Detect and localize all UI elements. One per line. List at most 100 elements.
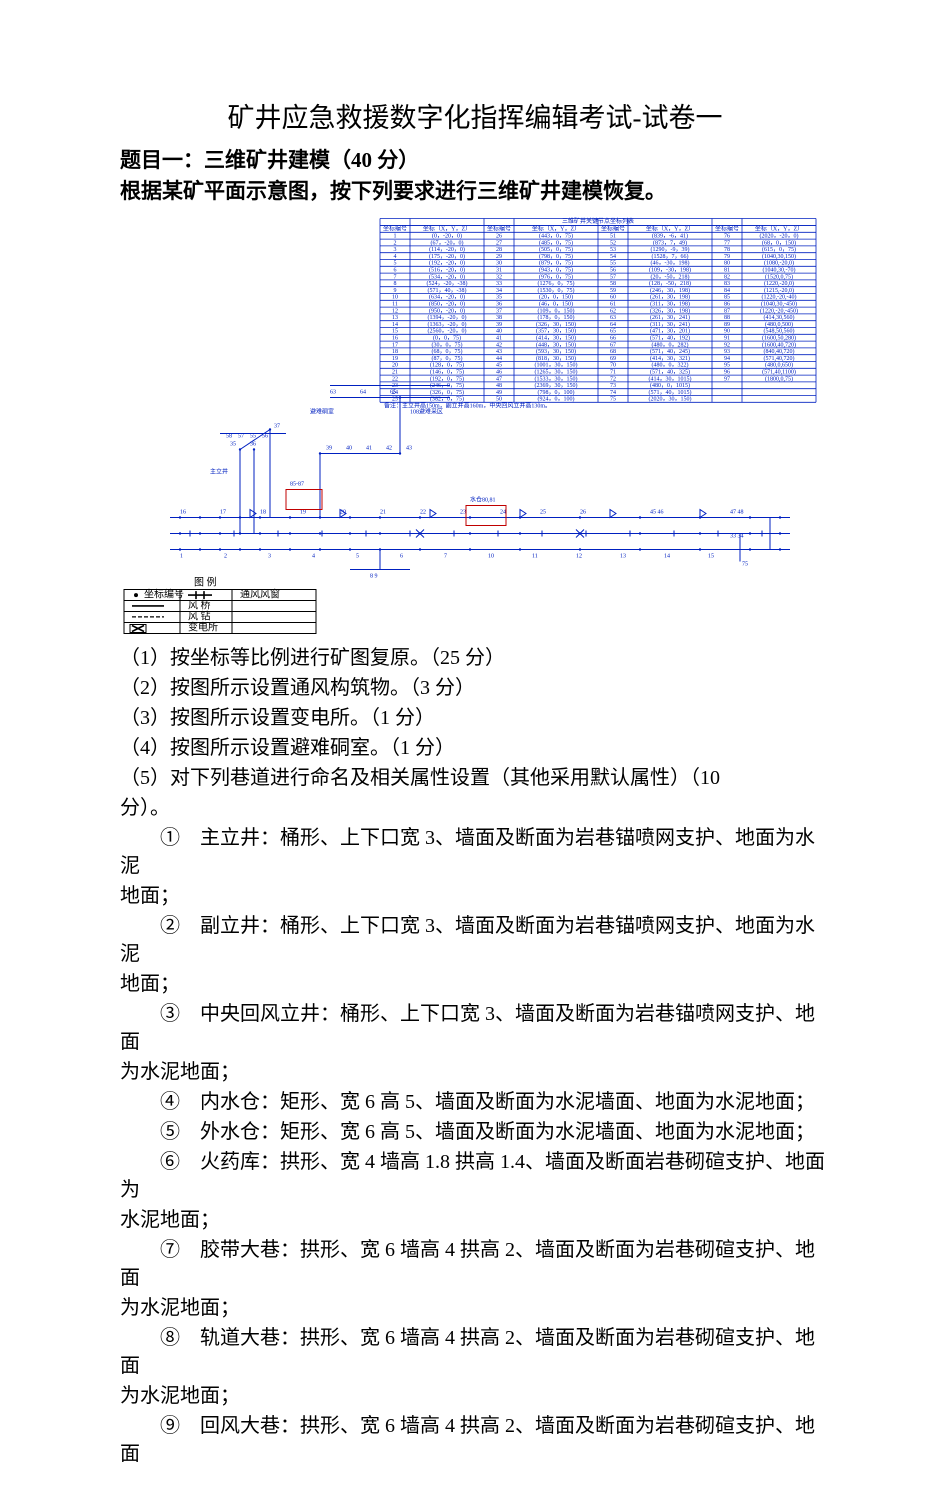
item-6: ⑥ 火药库：拱形、宽 4 墙高 1.8 拱高 1.4、墙面及断面岩巷砌碹支护、地… xyxy=(120,1148,830,1204)
svg-text:15: 15 xyxy=(708,553,714,559)
svg-text:21: 21 xyxy=(380,509,386,515)
svg-text:(839，-6，41): (839，-6，41) xyxy=(652,232,688,239)
subq-5-a: （5）对下列巷道进行命名及相关属性设置（其他采用默认属性）（10 xyxy=(120,764,830,792)
svg-text:(2020，-20，0): (2020，-20，0) xyxy=(760,232,799,239)
item-2: ② 副立井：桶形、上下口宽 3、墙面及断面为岩巷锚喷网支护、地面为水泥 xyxy=(120,912,830,968)
svg-text:14: 14 xyxy=(392,321,398,327)
svg-text:(2369，30，150): (2369，30，150) xyxy=(535,382,578,389)
subq-5-b: 分）。 xyxy=(120,794,830,822)
svg-text:(480,0,500): (480,0,500) xyxy=(765,320,793,327)
svg-text:(524，-20，-38): (524，-20，-38) xyxy=(427,280,468,287)
svg-text:48: 48 xyxy=(496,383,502,389)
svg-text:19: 19 xyxy=(300,509,306,515)
svg-text:60: 60 xyxy=(610,294,616,300)
svg-text:97: 97 xyxy=(724,376,730,382)
svg-text:85-87: 85-87 xyxy=(290,481,304,487)
svg-text:20: 20 xyxy=(392,362,398,368)
item-1: ① 主立井：桶形、上下口宽 3、墙面及断面为岩巷锚喷网支护、地面为水泥 xyxy=(120,824,830,880)
svg-text:(382，0，75): (382，0，75) xyxy=(430,395,464,402)
svg-text:47: 47 xyxy=(496,376,502,382)
svg-text:(798，0，100): (798，0，100) xyxy=(538,388,575,395)
svg-text:33 34: 33 34 xyxy=(730,533,744,539)
item-5: ⑤ 外水仓：矩形、宽 6 高 5、墙面及断面为水泥墙面、地面为水泥地面； xyxy=(120,1118,830,1146)
svg-text:39: 39 xyxy=(326,445,332,451)
svg-text:37: 37 xyxy=(274,423,280,429)
svg-text:45 46: 45 46 xyxy=(650,509,664,515)
svg-text:42: 42 xyxy=(386,445,392,451)
svg-text:避难硐室: 避难硐室 xyxy=(310,407,334,415)
svg-text:2: 2 xyxy=(224,553,227,559)
svg-text:13: 13 xyxy=(620,553,626,559)
svg-text:24: 24 xyxy=(500,509,506,515)
svg-text:(950，-20，0): (950，-20，0) xyxy=(429,307,465,314)
svg-text:(1040,30,-450): (1040,30,-450) xyxy=(761,300,797,307)
svg-text:7: 7 xyxy=(394,274,397,280)
svg-text:83: 83 xyxy=(724,281,730,287)
svg-text:41: 41 xyxy=(366,445,372,451)
svg-text:(1001，30，150): (1001，30，150) xyxy=(535,361,578,368)
svg-text:(1040,30,-70): (1040,30,-70) xyxy=(763,266,796,273)
svg-text:17: 17 xyxy=(392,342,398,348)
svg-text:10: 10 xyxy=(488,553,494,559)
svg-text:30: 30 xyxy=(496,260,502,266)
svg-text:12: 12 xyxy=(576,553,582,559)
svg-text:21: 21 xyxy=(392,369,398,375)
svg-text:(471，30，201): (471，30，201) xyxy=(650,327,690,334)
svg-text:(879，0，75): (879，0，75) xyxy=(539,259,573,266)
svg-text:64: 64 xyxy=(360,389,366,395)
question-instruction: 根据某矿平面示意图，按下列要求进行三维矿井建模恢复。 xyxy=(120,177,830,206)
svg-text:77: 77 xyxy=(724,240,730,246)
svg-text:4: 4 xyxy=(394,253,397,259)
svg-text:(128，-50，218): (128，-50，218) xyxy=(649,280,691,287)
svg-text:31: 31 xyxy=(496,267,502,273)
svg-text:10: 10 xyxy=(392,294,398,300)
svg-text:40: 40 xyxy=(496,328,502,334)
svg-text:(30，0，75): (30，0，75) xyxy=(432,341,463,348)
svg-text:(128，0，75): (128，0，75) xyxy=(430,361,464,368)
svg-text:50: 50 xyxy=(496,396,502,402)
svg-text:(192，-20，0): (192，-20，0) xyxy=(429,259,465,266)
svg-text:34: 34 xyxy=(496,287,502,293)
item-9: ⑨ 回风大巷：拱形、宽 6 墙高 4 拱高 2、墙面及断面为岩巷砌碹支护、地面 xyxy=(120,1412,830,1468)
svg-text:93: 93 xyxy=(724,349,730,355)
svg-text:58: 58 xyxy=(226,433,232,439)
svg-text:(571,40,720): (571,40,720) xyxy=(764,354,795,361)
svg-text:(46，0，150): (46，0，150) xyxy=(539,300,573,307)
svg-text:91: 91 xyxy=(724,335,730,341)
svg-text:12: 12 xyxy=(392,308,398,314)
svg-text:35: 35 xyxy=(496,294,502,300)
svg-text:39: 39 xyxy=(496,321,502,327)
svg-text:19: 19 xyxy=(392,355,398,361)
svg-text:(505，0，75): (505，0，75) xyxy=(539,246,573,253)
svg-text:2: 2 xyxy=(394,240,397,246)
svg-text:(0，0，75): (0，0，75) xyxy=(433,334,461,341)
svg-text:坐标编号: 坐标编号 xyxy=(144,587,184,600)
svg-text:28: 28 xyxy=(496,247,502,253)
item-7-cont: 为水泥地面； xyxy=(120,1294,830,1322)
svg-text:55: 55 xyxy=(610,260,616,266)
svg-text:风 钻: 风 钻 xyxy=(188,609,211,622)
svg-text:62: 62 xyxy=(610,308,616,314)
svg-text:8: 8 xyxy=(394,281,397,287)
svg-text:(414，30，150): (414，30，150) xyxy=(536,334,576,341)
svg-text:(1600,50,280): (1600,50,280) xyxy=(762,334,796,341)
svg-text:13: 13 xyxy=(392,315,398,321)
svg-text:(571，40，245): (571，40，245) xyxy=(650,348,690,355)
svg-text:16: 16 xyxy=(392,335,398,341)
svg-text:(943，0，75): (943，0，75) xyxy=(539,266,573,273)
svg-text:(485，0，75): (485，0，75) xyxy=(539,239,573,246)
svg-text:(571，40，192): (571，40，192) xyxy=(650,334,690,341)
item-8-cont: 为水泥地面； xyxy=(120,1382,830,1410)
svg-text:(1276，0，75): (1276，0，75) xyxy=(538,280,575,287)
svg-text:(311，30，198): (311，30，198) xyxy=(650,300,690,307)
svg-text:18: 18 xyxy=(260,509,266,515)
svg-text:(114，-20，0): (114，-20，0) xyxy=(429,246,465,253)
svg-text:40: 40 xyxy=(346,445,352,451)
svg-text:1: 1 xyxy=(180,553,183,559)
item-1-cont: 地面； xyxy=(120,882,830,910)
svg-text:92: 92 xyxy=(724,342,730,348)
svg-text:(1533，30，150): (1533，30，150) xyxy=(535,375,578,382)
svg-text:(1040,30,150): (1040,30,150) xyxy=(762,252,796,259)
svg-text:3: 3 xyxy=(268,553,271,559)
svg-text:88: 88 xyxy=(724,315,730,321)
